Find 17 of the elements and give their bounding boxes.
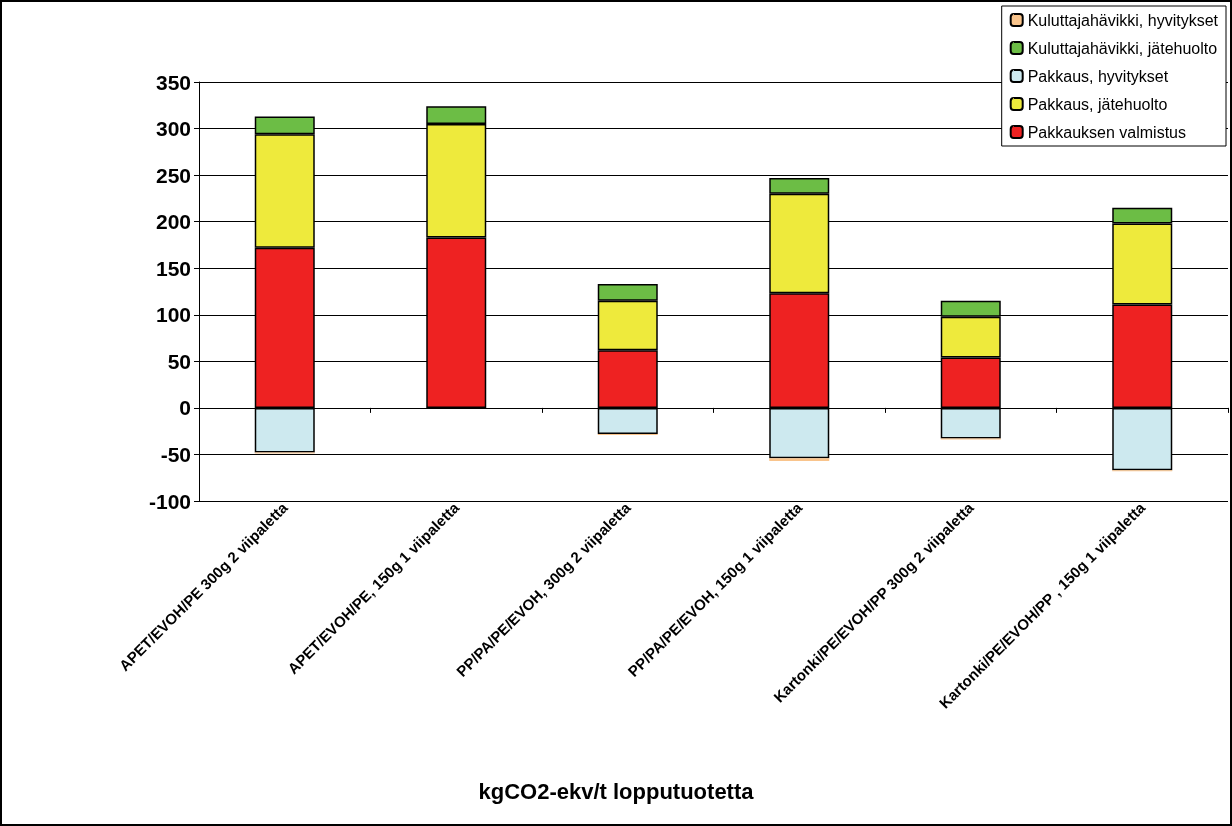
legend-label: Kuluttajahävikki, jätehuolto [1027, 39, 1218, 57]
legend-label: Pakkaus, hyvitykset [1027, 67, 1169, 85]
text: kgCO2-ekv/t lopputuotetta [478, 778, 755, 804]
y-tick-label: 350 [155, 70, 191, 94]
legend-label: Pakkauksen valmistus [1027, 123, 1186, 141]
y-tick-label: 150 [155, 256, 191, 280]
y-tick-label: -100 [148, 489, 191, 513]
legend-label: Kuluttajahävikki, hyvitykset [1027, 11, 1219, 29]
y-tick-label: 100 [155, 303, 191, 327]
y-tick-label: 250 [155, 163, 191, 187]
legend-label: Pakkaus, jätehuolto [1027, 95, 1168, 113]
y-tick-label: 200 [155, 210, 191, 234]
y-tick-label: 300 [155, 117, 191, 141]
y-tick-label: -50 [160, 442, 191, 466]
y-tick-label: 50 [167, 349, 191, 373]
y-tick-label: 0 [179, 396, 191, 420]
bar [769, 458, 830, 461]
